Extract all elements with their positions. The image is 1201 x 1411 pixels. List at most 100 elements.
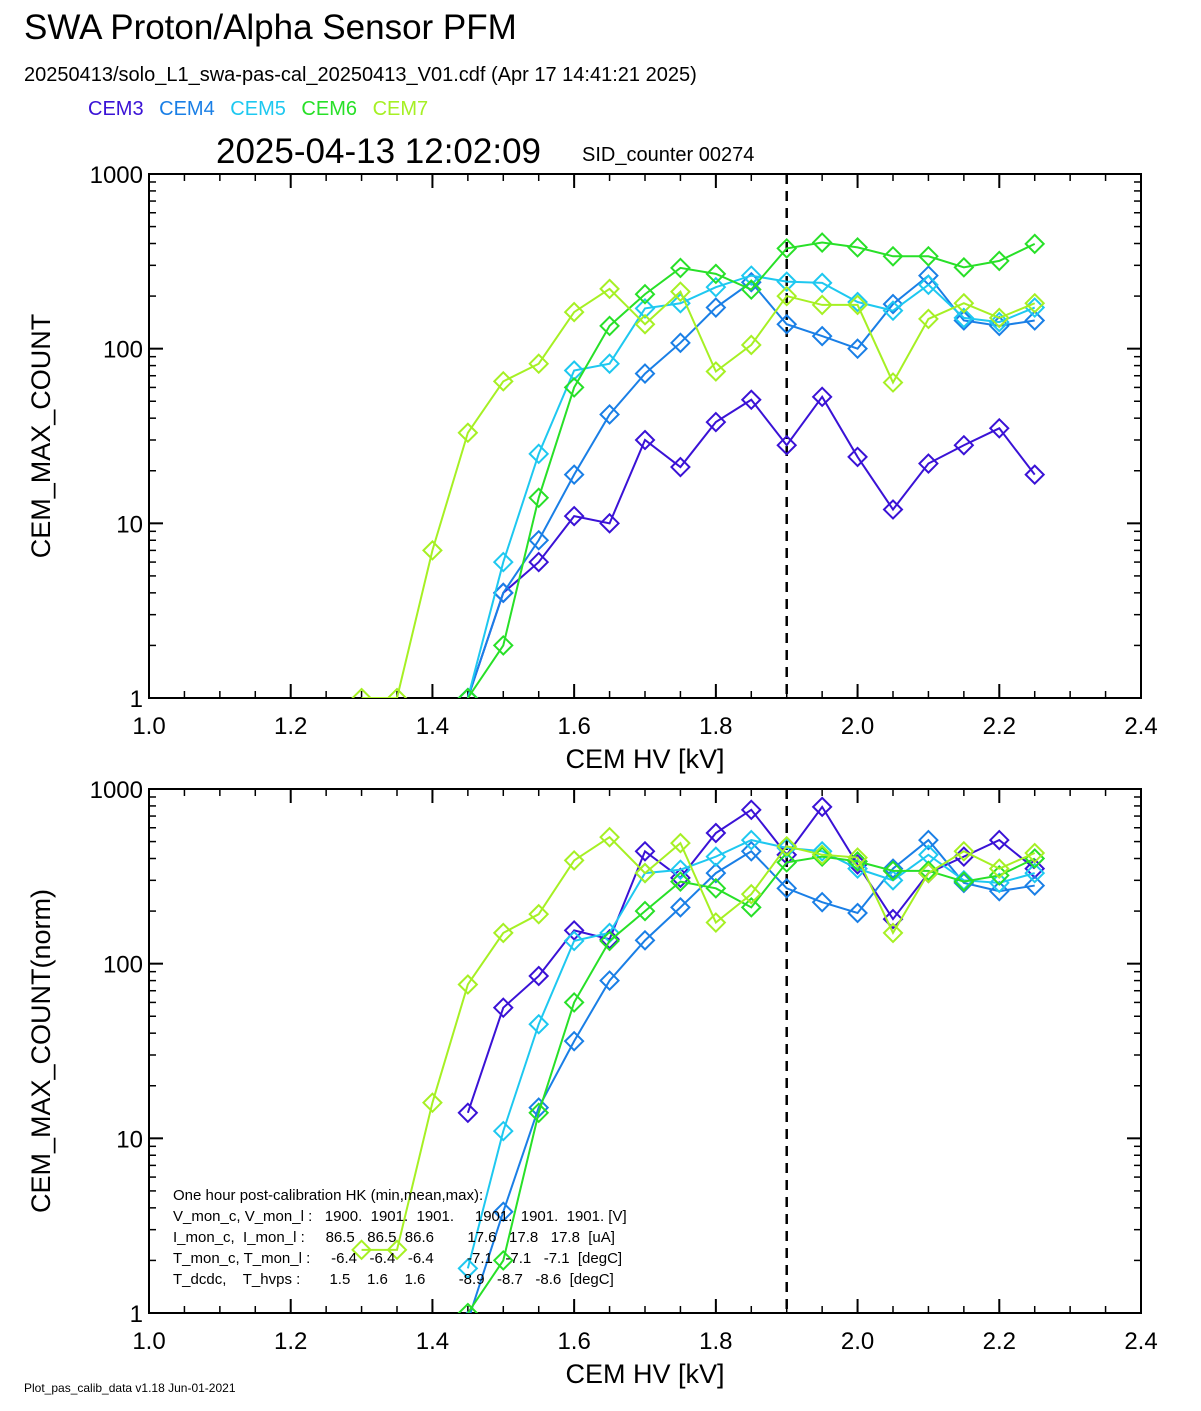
data-point-cem6: [918, 245, 939, 267]
data-point-cem6: [492, 1250, 514, 1271]
data-point-cem6: [599, 930, 620, 952]
x-tick-label: 2.4: [1124, 713, 1157, 740]
x-tick-label: 2.0: [841, 713, 874, 740]
legend-cem5: CEM5: [230, 98, 286, 120]
data-point-cem5: [776, 271, 798, 293]
data-point-cem3: [634, 840, 656, 862]
x-tick-label: 1.2: [274, 713, 307, 740]
data-point-cem3: [563, 920, 585, 941]
hk-summary-box: One hour post-calibration HK (min,mean,m…: [173, 1187, 627, 1288]
data-point-cem7: [599, 826, 620, 848]
data-point-cem3: [882, 908, 904, 930]
data-point-cem7: [988, 858, 1010, 880]
data-point-cem3: [492, 997, 514, 1019]
data-point-cem4: [705, 297, 727, 318]
data-point-cem7: [740, 883, 762, 905]
series-group: [351, 796, 1046, 1313]
data-point-cem5: [882, 869, 904, 891]
data-point-cem5: [670, 859, 691, 881]
data-point-cem6: [953, 871, 975, 893]
data-point-cem7: [457, 422, 479, 444]
data-point-cem5: [918, 274, 939, 296]
data-point-cem4: [1024, 310, 1046, 331]
measurement-datetime: 2025-04-13 12:02:09: [216, 132, 541, 171]
data-point-cem4: [918, 829, 939, 851]
data-point-cem7: [953, 292, 975, 314]
plot-title: SWA Proton/Alpha Sensor PFM: [24, 8, 517, 47]
data-point-cem7: [563, 301, 585, 323]
data-point-cem7: [670, 832, 691, 854]
data-point-cem7: [988, 307, 1010, 329]
data-point-cem4: [492, 1201, 514, 1223]
data-point-cem5: [847, 291, 868, 313]
series-line-cem4: [469, 838, 1035, 1313]
data-point-cem3: [457, 1102, 479, 1124]
data-point-cem5: [776, 837, 798, 859]
data-point-cem6: [457, 1302, 479, 1313]
data-point-cem6: [563, 992, 585, 1013]
data-point-cem5: [634, 298, 656, 319]
data-point-cem3: [705, 822, 727, 844]
data-point-cem4: [705, 862, 727, 884]
data-point-cem4: [599, 970, 620, 992]
data-point-cem7: [351, 687, 372, 698]
data-point-cem5: [740, 829, 762, 851]
data-point-cem3: [953, 434, 975, 456]
sid-counter: SID_counter 00274: [582, 144, 755, 166]
series-line-cem5: [466, 839, 1035, 1269]
data-point-cem4: [847, 902, 868, 924]
data-point-cem7: [776, 285, 798, 307]
data-point-cem7: [457, 974, 479, 995]
data-point-cem6: [776, 237, 798, 259]
data-point-cem7: [847, 294, 868, 316]
y-axis-label: CEM_MAX_COUNT(norm): [26, 889, 56, 1213]
data-point-cem7: [776, 835, 798, 857]
plot-frame: [148, 173, 1142, 699]
data-point-cem6: [776, 851, 798, 873]
footer-version: Plot_pas_calib_data v1.18 Jun-01-2021: [24, 1381, 236, 1395]
data-point-cem4: [670, 896, 691, 918]
data-point-cem6: [705, 877, 727, 899]
data-point-cem7: [953, 840, 975, 862]
data-point-cem4: [563, 1030, 585, 1052]
data-point-cem5: [599, 353, 620, 375]
data-point-cem5: [811, 840, 833, 862]
data-point-cem7: [422, 1092, 443, 1114]
data-point-cem6: [670, 257, 691, 279]
legend-cem6: CEM6: [301, 98, 357, 120]
x-tick-label: 2.2: [983, 713, 1016, 740]
x-tick-label: 1.6: [557, 713, 590, 740]
data-point-cem5: [563, 930, 585, 952]
data-point-cem6: [740, 896, 762, 918]
x-tick-label: 1.8: [699, 1328, 732, 1355]
series-line-cem7: [361, 287, 1036, 698]
hk-row: T_dcdc, T_hvps : 1.5 1.6 1.6 -8.9 -8.7 -…: [173, 1271, 614, 1288]
data-point-cem4: [776, 313, 798, 335]
data-point-cem5: [882, 300, 904, 322]
data-point-cem3: [528, 551, 550, 573]
data-point-cem6: [953, 256, 975, 278]
data-point-cem6: [918, 860, 939, 882]
data-point-cem6: [457, 687, 479, 698]
data-point-cem5: [492, 1120, 514, 1142]
data-point-cem5: [528, 1013, 550, 1035]
series-line-cem6: [467, 855, 1036, 1313]
data-point-cem4: [465, 1310, 471, 1313]
data-point-cem3: [811, 386, 833, 408]
data-point-cem3: [670, 867, 691, 889]
data-point-cem5: [740, 265, 762, 287]
data-point-cem5: [988, 872, 1010, 894]
hk-row: T_mon_c, T_mon_l : -6.4 -6.4 -6.4 -7.1 -…: [173, 1250, 622, 1267]
x-tick-label: 1.8: [699, 713, 732, 740]
y-tick-label: 100: [103, 337, 143, 364]
data-point-cem5: [528, 443, 550, 465]
data-point-cem7: [422, 539, 443, 561]
y-tick-label: 10: [116, 511, 143, 538]
data-point-cem4: [882, 858, 904, 880]
hk-heading: One hour post-calibration HK (min,mean,m…: [173, 1187, 483, 1204]
data-point-cem4: [811, 891, 833, 913]
series-line-cem3: [466, 395, 1036, 698]
data-point-cem3: [705, 411, 727, 433]
data-point-cem7: [882, 922, 904, 944]
